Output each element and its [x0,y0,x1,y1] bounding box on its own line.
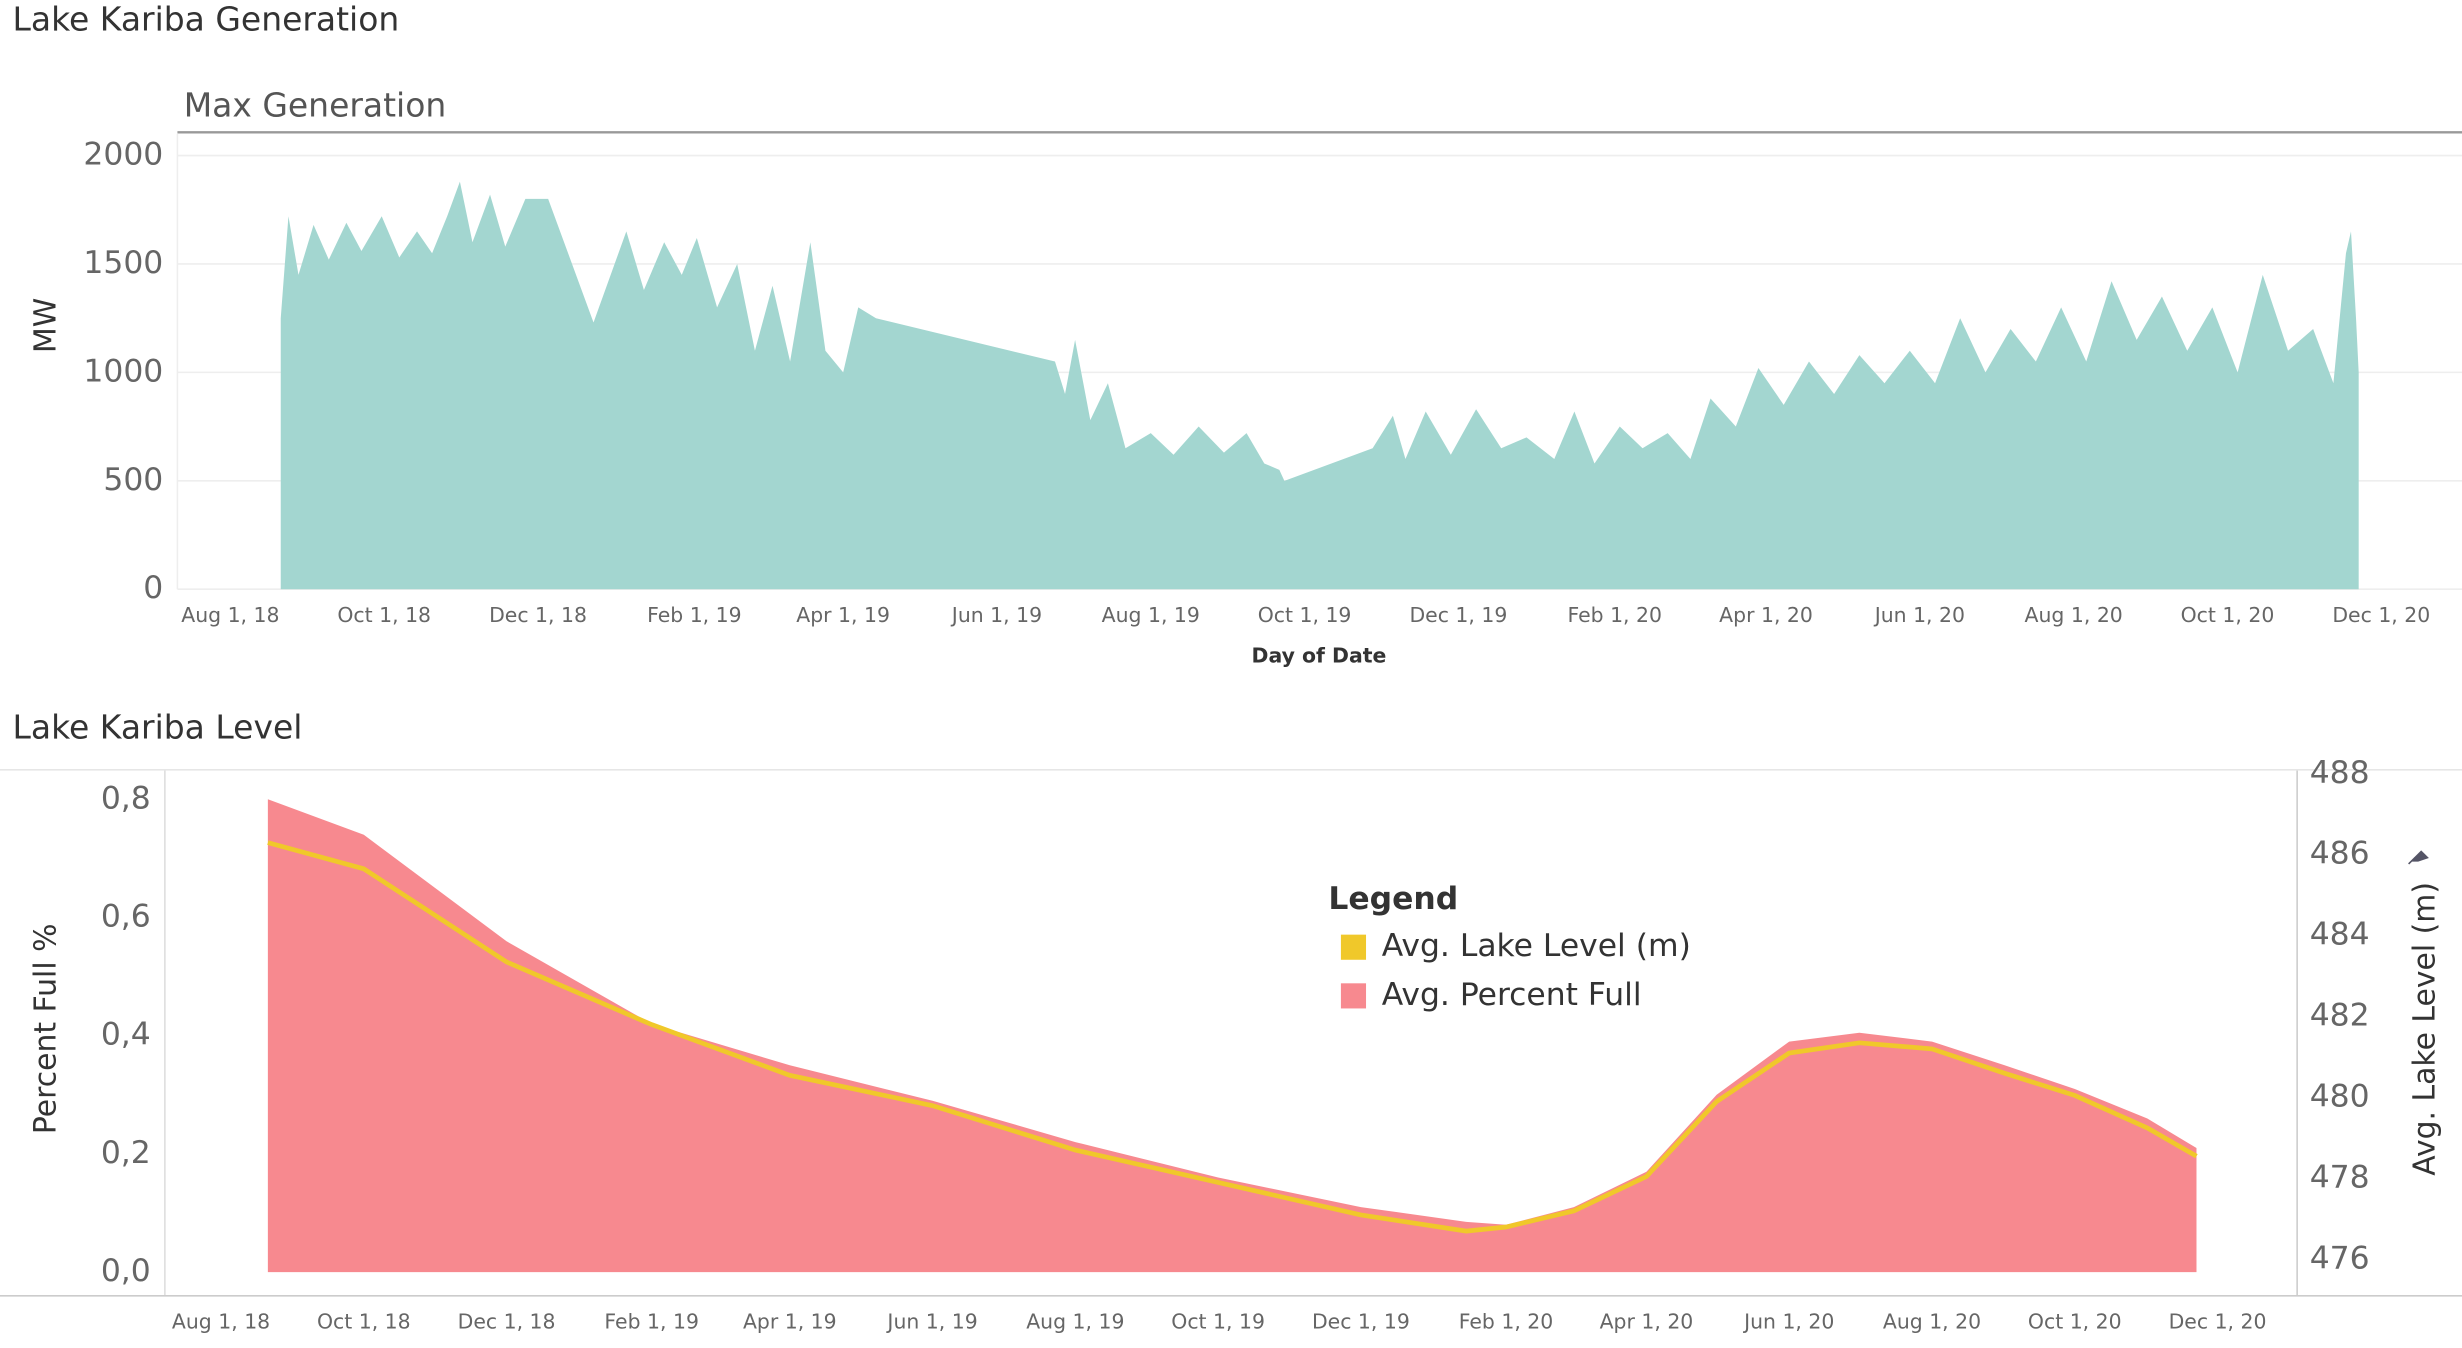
legend-swatch [1340,934,1367,960]
x-tick-label: Jun 1, 20 [1742,1309,1834,1333]
y-tick-label: 0,2 [101,1135,151,1171]
x-tick-label: Apr 1, 19 [796,603,890,627]
y-axis-label: Percent Full % [29,924,64,1135]
legend-label: Avg. Percent Full [1382,977,1642,1013]
x-tick-label: Aug 1, 19 [1026,1309,1124,1333]
y-tick-label: 2000 [83,137,163,173]
y-tick-label: 1000 [83,353,163,389]
x-tick-label: Oct 1, 18 [337,603,431,627]
x-tick-label: Aug 1, 20 [1883,1309,1981,1333]
x-tick-label: Dec 1, 18 [489,603,587,627]
pin-icon [2408,850,2429,865]
area [267,799,2197,1273]
x-tick-label: Apr 1, 20 [1719,603,1813,627]
y2-tick-label: 476 [2310,1240,2370,1276]
x-tick-label: Feb 1, 19 [604,1309,699,1333]
x-tick-label: Oct 1, 19 [1171,1309,1265,1333]
y2-tick-label: 484 [2310,917,2370,953]
x-tick-label: Oct 1, 19 [1258,603,1352,627]
x-tick-label: Jun 1, 19 [950,603,1042,627]
x-tick-label: Oct 1, 20 [2181,603,2275,627]
legend-title: Legend [1328,881,1458,917]
y2-axis-label: Avg. Lake Level (m) [2407,882,2442,1176]
x-tick-label: Dec 1, 20 [2332,603,2430,627]
x-tick-label: Feb 1, 19 [647,603,742,627]
y2-tick-label: 482 [2310,998,2370,1034]
chart-title: Lake Kariba Level [13,707,303,746]
x-tick-label: Aug 1, 18 [181,603,279,627]
x-tick-label: Aug 1, 19 [1102,603,1200,627]
y2-tick-label: 480 [2310,1079,2370,1115]
x-tick-label: Jun 1, 19 [885,1309,977,1333]
y-tick-label: 0,4 [101,1017,151,1053]
x-tick-label: Oct 1, 20 [2028,1309,2122,1333]
x-tick-label: Aug 1, 20 [2025,603,2123,627]
y-axis-label: MW [29,298,64,353]
y-tick-label: 1500 [83,245,163,281]
y2-tick-label: 486 [2310,836,2370,872]
x-tick-label: Jun 1, 20 [1873,603,1965,627]
x-tick-label: Feb 1, 20 [1567,603,1662,627]
legend-label: Avg. Lake Level (m) [1382,928,1691,964]
x-tick-label: Dec 1, 20 [2169,1309,2267,1333]
y-tick-label: 0,8 [101,780,151,816]
x-tick-label: Apr 1, 20 [1600,1309,1694,1333]
y-tick-label: 0 [143,570,163,606]
chart-subtitle: Max Generation [184,86,447,125]
y-tick-label: 0,0 [101,1253,151,1289]
y2-tick-label: 478 [2310,1159,2370,1195]
x-tick-label: Dec 1, 19 [1409,603,1507,627]
y-tick-label: 500 [103,462,163,498]
x-axis-label: Day of Date [1252,644,1387,668]
x-tick-label: Aug 1, 18 [172,1309,270,1333]
legend-swatch [1340,983,1367,1009]
area [280,181,2359,590]
line [267,840,2198,1234]
chart-title: Lake Kariba Generation [13,0,400,38]
x-tick-label: Dec 1, 18 [458,1309,556,1333]
y2-tick-label: 488 [2310,755,2370,791]
x-tick-label: Dec 1, 19 [1312,1309,1410,1333]
x-tick-label: Oct 1, 18 [317,1309,411,1333]
x-tick-label: Feb 1, 20 [1459,1309,1554,1333]
x-tick-label: Apr 1, 19 [743,1309,837,1333]
y-tick-label: 0,6 [101,899,151,935]
